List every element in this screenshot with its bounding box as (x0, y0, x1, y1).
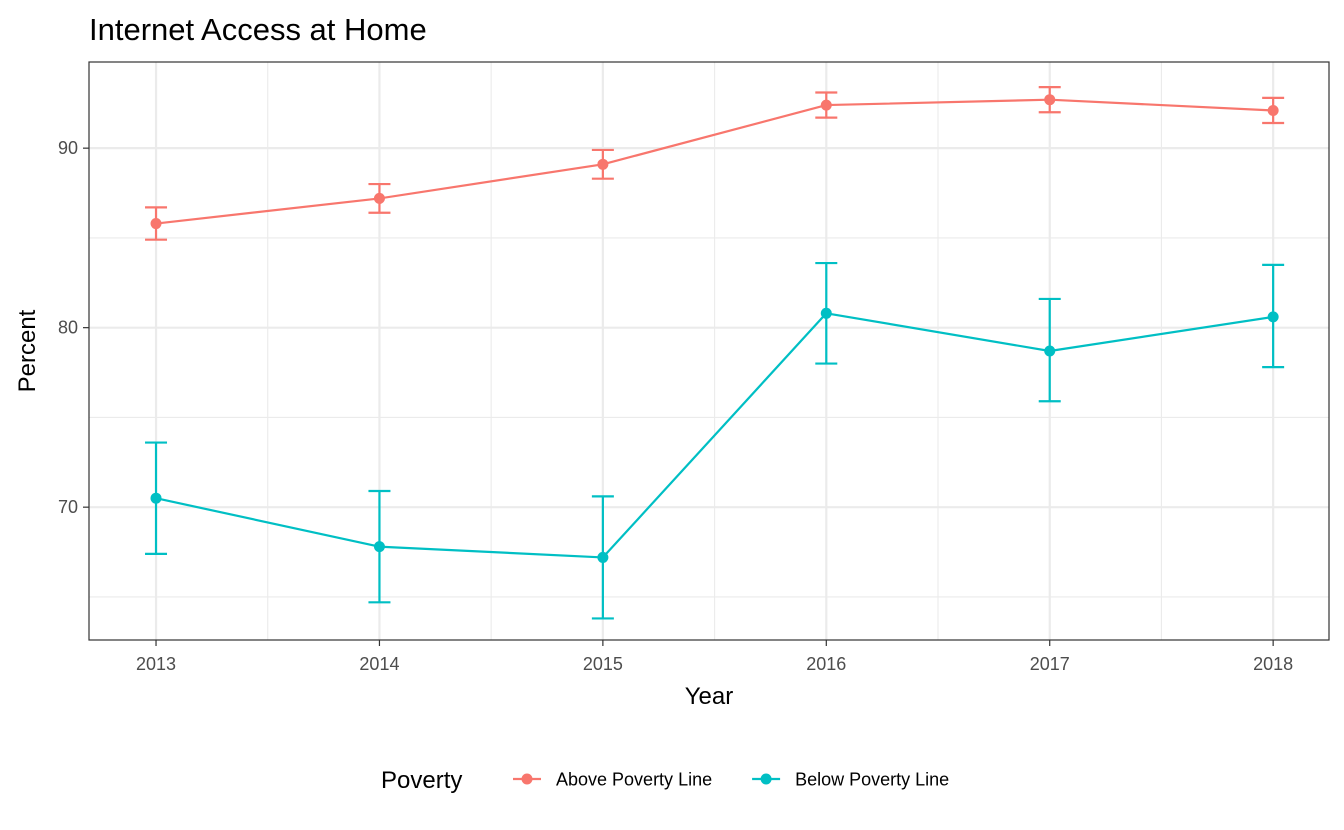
data-point (820, 99, 832, 111)
legend-key-point (521, 773, 533, 785)
data-point (597, 551, 609, 563)
data-point (1267, 104, 1279, 116)
y-tick-label: 80 (58, 318, 78, 338)
legend-label: Above Poverty Line (556, 770, 712, 790)
y-tick-label: 90 (58, 138, 78, 158)
series-line (155, 312, 1274, 559)
data-point (373, 192, 385, 204)
x-tick-label: 2017 (1030, 654, 1070, 674)
axis-ticks (83, 147, 1274, 646)
panel-border (88, 61, 1330, 641)
data-point (820, 307, 832, 319)
series-layer (145, 86, 1285, 620)
legend-label: Below Poverty Line (795, 770, 949, 790)
data-point (150, 492, 162, 504)
x-tick-label: 2014 (359, 654, 399, 674)
data-point (1044, 94, 1056, 106)
data-point (1044, 345, 1056, 357)
y-tick-label: 70 (58, 497, 78, 517)
data-point (150, 218, 162, 230)
legend-key (752, 773, 781, 785)
x-axis-title: Year (685, 683, 734, 710)
legend-title: Poverty (381, 767, 462, 794)
series-1 (145, 86, 1285, 241)
legend-key (513, 773, 541, 785)
legend: Poverty Above Poverty Line Below Poverty … (381, 767, 949, 794)
x-tick-label: 2013 (136, 654, 176, 674)
y-axis-title: Percent (14, 309, 41, 392)
x-tick-label: 2018 (1253, 654, 1293, 674)
grid-minor (89, 62, 1329, 640)
series-line (155, 98, 1274, 225)
data-point (373, 541, 385, 553)
grid-major (89, 62, 1329, 640)
legend-key-point (760, 773, 772, 785)
series-2 (145, 261, 1285, 620)
tick-labels: 2013 2014 2015 2016 2017 2018 70 80 90 (58, 138, 1293, 674)
x-tick-label: 2015 (583, 654, 623, 674)
x-tick-label: 2016 (806, 654, 846, 674)
chart-title: Internet Access at Home (89, 12, 427, 47)
data-point (1267, 311, 1279, 323)
data-point (597, 158, 609, 170)
